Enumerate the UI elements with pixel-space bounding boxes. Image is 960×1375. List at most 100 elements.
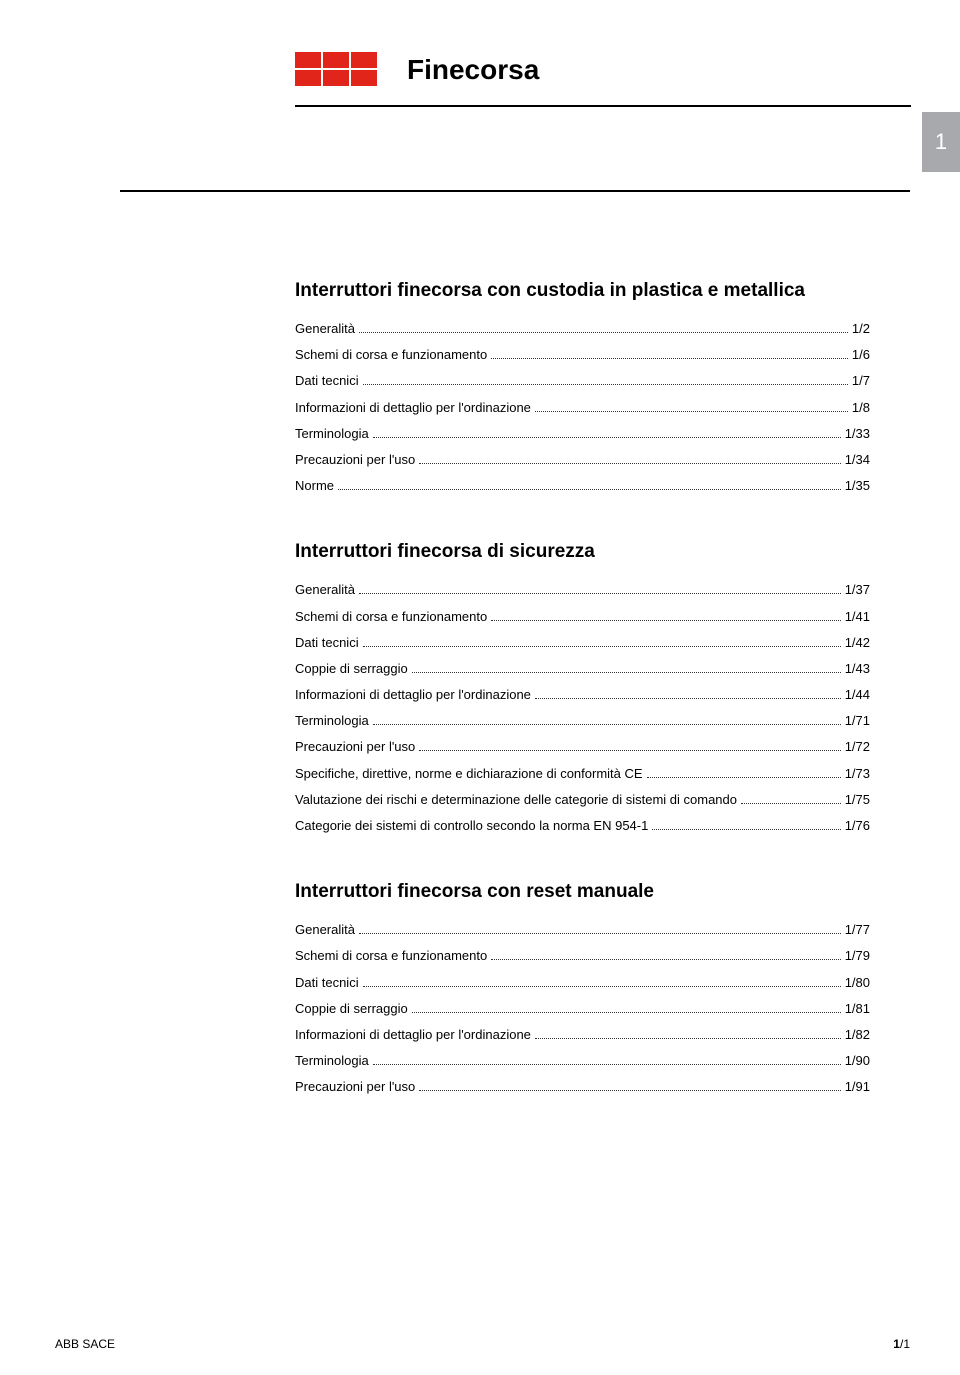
toc-entry[interactable]: Informazioni di dettaglio per l'ordinazi… [295,399,870,417]
toc-entry-page: 1/42 [845,634,870,652]
toc-entry-label: Coppie di serraggio [295,1000,408,1018]
toc-entry-label: Informazioni di dettaglio per l'ordinazi… [295,1026,531,1044]
toc-entry-page: 1/73 [845,765,870,783]
toc-entry-page: 1/33 [845,425,870,443]
toc-entry-page: 1/80 [845,974,870,992]
toc-entry-page: 1/8 [852,399,870,417]
toc-entry-page: 1/44 [845,686,870,704]
toc-entry[interactable]: Terminologia 1/33 [295,425,870,443]
toc-entry-label: Schemi di corsa e funzionamento [295,346,487,364]
table-of-contents: Interruttori finecorsa con custodia in p… [295,280,870,1105]
toc-entry-label: Informazioni di dettaglio per l'ordinazi… [295,399,531,417]
toc-leader-dots [359,593,841,594]
footer-left: ABB SACE [55,1337,115,1351]
toc-entry[interactable]: Generalità 1/2 [295,320,870,338]
toc-leader-dots [647,777,841,778]
toc-entry[interactable]: Coppie di serraggio 1/81 [295,1000,870,1018]
toc-entry-label: Precauzioni per l'uso [295,451,415,469]
toc-entry-label: Terminologia [295,1052,369,1070]
toc-entry-label: Terminologia [295,712,369,730]
toc-entry-label: Informazioni di dettaglio per l'ordinazi… [295,686,531,704]
toc-leader-dots [491,358,848,359]
page-footer: ABB SACE 1/1 [55,1337,910,1351]
section-number-tab: 1 [922,112,960,172]
toc-entry-label: Terminologia [295,425,369,443]
toc-entry[interactable]: Norme 1/35 [295,477,870,495]
toc-entry[interactable]: Generalità1/77 [295,921,870,939]
abb-logo [295,52,377,86]
toc-entry-label: Generalità [295,581,355,599]
toc-entry-page: 1/6 [852,346,870,364]
divider-top [295,105,911,107]
toc-leader-dots [373,437,841,438]
toc-entry-label: Precauzioni per l'uso [295,1078,415,1096]
footer-section-number: 1 [893,1337,900,1351]
toc-entry[interactable]: Informazioni di dettaglio per l'ordinazi… [295,1026,870,1044]
document-page: Finecorsa 1 Interruttori finecorsa con c… [0,0,960,1375]
toc-entry[interactable]: Dati tecnici1/80 [295,974,870,992]
footer-right: 1/1 [891,1337,910,1351]
toc-entry-page: 1/2 [852,320,870,338]
toc-leader-dots [373,724,841,725]
logo-cell [295,70,321,86]
toc-entry-page: 1/35 [845,477,870,495]
toc-leader-dots [741,803,841,804]
toc-entry[interactable]: Dati tecnici1/7 [295,372,870,390]
toc-entry-label: Generalità [295,921,355,939]
logo-col-b2 [351,52,377,86]
toc-entry-page: 1/75 [845,791,870,809]
toc-entry-page: 1/76 [845,817,870,835]
footer-page-number: /1 [900,1337,910,1351]
toc-leader-dots [419,463,840,464]
logo-cell [351,52,377,68]
toc-entry[interactable]: Informazioni di dettaglio per l'ordinazi… [295,686,870,704]
section-gap [295,503,870,531]
toc-entry[interactable]: Precauzioni per l'uso 1/91 [295,1078,870,1096]
toc-leader-dots [363,384,848,385]
toc-entry[interactable]: Categorie dei sistemi di controllo secon… [295,817,870,835]
toc-entry[interactable]: Valutazione dei rischi e determinazione … [295,791,870,809]
toc-entry[interactable]: Precauzioni per l'uso 1/34 [295,451,870,469]
toc-entry-label: Precauzioni per l'uso [295,738,415,756]
toc-entry-page: 1/90 [845,1052,870,1070]
logo-cell [351,70,377,86]
divider-bottom [120,190,910,192]
toc-entry[interactable]: Specifiche, direttive, norme e dichiaraz… [295,765,870,783]
toc-entry[interactable]: Schemi di corsa e funzionamento1/79 [295,947,870,965]
toc-section-title: Interruttori finecorsa con custodia in p… [295,280,870,302]
logo-cell [323,70,349,86]
toc-entry-label: Generalità [295,320,355,338]
toc-entry[interactable]: Coppie di serraggio1/43 [295,660,870,678]
toc-leader-dots [363,646,841,647]
toc-entry[interactable]: Terminologia 1/71 [295,712,870,730]
toc-entry-page: 1/81 [845,1000,870,1018]
toc-entry-page: 1/91 [845,1078,870,1096]
logo-col-b [323,52,349,86]
toc-section-title: Interruttori finecorsa con reset manuale [295,881,870,903]
section-gap [295,843,870,871]
toc-entry-page: 1/7 [852,372,870,390]
toc-entry-label: Dati tecnici [295,634,359,652]
toc-entry[interactable]: Generalità 1/37 [295,581,870,599]
toc-leader-dots [535,411,848,412]
toc-entry[interactable]: Schemi di corsa e funzionamento1/41 [295,608,870,626]
toc-leader-dots [419,750,840,751]
toc-leader-dots [535,1038,841,1039]
toc-entry[interactable]: Precauzioni per l'uso1/72 [295,738,870,756]
toc-entry[interactable]: Terminologia 1/90 [295,1052,870,1070]
logo-cell [295,52,321,68]
toc-entry-label: Norme [295,477,334,495]
logo-col-a [295,52,321,86]
toc-entry-label: Valutazione dei rischi e determinazione … [295,791,737,809]
toc-entry[interactable]: Dati tecnici 1/42 [295,634,870,652]
toc-leader-dots [359,933,841,934]
toc-entry-page: 1/34 [845,451,870,469]
toc-entry-page: 1/71 [845,712,870,730]
toc-entry-page: 1/37 [845,581,870,599]
toc-leader-dots [491,959,840,960]
toc-entry[interactable]: Schemi di corsa e funzionamento 1/6 [295,346,870,364]
toc-entry-page: 1/43 [845,660,870,678]
header-row: Finecorsa [295,52,539,86]
toc-entry-page: 1/82 [845,1026,870,1044]
toc-entry-label: Schemi di corsa e funzionamento [295,947,487,965]
